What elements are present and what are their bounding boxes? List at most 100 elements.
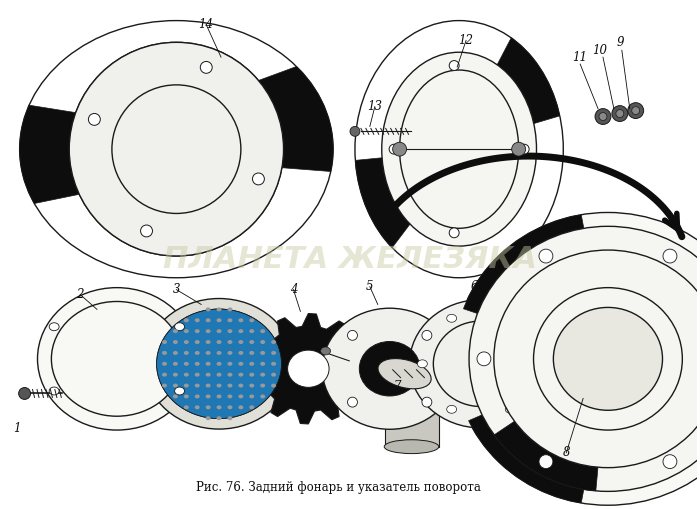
Ellipse shape — [494, 250, 700, 468]
Text: 3: 3 — [173, 283, 180, 296]
Ellipse shape — [162, 362, 167, 366]
Ellipse shape — [512, 142, 526, 156]
Ellipse shape — [378, 358, 431, 389]
Ellipse shape — [628, 103, 644, 119]
Ellipse shape — [184, 318, 189, 322]
Ellipse shape — [271, 373, 276, 377]
Ellipse shape — [157, 309, 281, 418]
Text: 2: 2 — [76, 288, 84, 301]
Ellipse shape — [141, 225, 153, 237]
Ellipse shape — [239, 394, 244, 399]
Ellipse shape — [184, 340, 189, 344]
Ellipse shape — [612, 106, 628, 122]
Ellipse shape — [174, 323, 185, 331]
Ellipse shape — [249, 340, 254, 344]
Ellipse shape — [249, 318, 254, 322]
Ellipse shape — [239, 318, 244, 322]
Ellipse shape — [249, 351, 254, 355]
Ellipse shape — [216, 351, 221, 355]
Ellipse shape — [195, 362, 200, 366]
Ellipse shape — [454, 212, 700, 505]
Ellipse shape — [195, 394, 200, 399]
Ellipse shape — [260, 351, 265, 355]
Ellipse shape — [206, 340, 211, 344]
Ellipse shape — [206, 351, 211, 355]
Ellipse shape — [216, 362, 221, 366]
Ellipse shape — [207, 353, 231, 374]
Ellipse shape — [449, 61, 459, 70]
Ellipse shape — [535, 360, 545, 367]
Polygon shape — [468, 409, 587, 503]
Ellipse shape — [195, 373, 200, 377]
Ellipse shape — [216, 384, 221, 387]
Ellipse shape — [206, 329, 211, 333]
Ellipse shape — [505, 315, 515, 322]
Ellipse shape — [69, 42, 284, 256]
Ellipse shape — [616, 109, 624, 118]
Ellipse shape — [239, 373, 244, 377]
Ellipse shape — [173, 351, 178, 355]
Ellipse shape — [228, 340, 232, 344]
Ellipse shape — [249, 362, 254, 366]
Text: 7: 7 — [394, 380, 401, 393]
Ellipse shape — [195, 329, 200, 333]
Ellipse shape — [112, 85, 241, 213]
Ellipse shape — [173, 329, 178, 333]
Polygon shape — [463, 215, 587, 318]
Ellipse shape — [554, 307, 662, 410]
Ellipse shape — [164, 316, 274, 412]
Ellipse shape — [239, 351, 244, 355]
Ellipse shape — [206, 416, 211, 420]
Ellipse shape — [382, 52, 536, 246]
Ellipse shape — [347, 330, 358, 341]
Ellipse shape — [162, 384, 167, 387]
Ellipse shape — [228, 307, 232, 312]
Ellipse shape — [195, 340, 200, 344]
Ellipse shape — [206, 318, 211, 322]
Ellipse shape — [184, 373, 189, 377]
Ellipse shape — [173, 373, 178, 377]
Ellipse shape — [162, 373, 167, 377]
Ellipse shape — [477, 352, 491, 366]
Ellipse shape — [195, 405, 200, 409]
Text: 8: 8 — [563, 446, 570, 459]
Ellipse shape — [384, 440, 439, 454]
Ellipse shape — [249, 394, 254, 399]
Ellipse shape — [249, 405, 254, 409]
Ellipse shape — [271, 384, 276, 387]
Ellipse shape — [355, 20, 564, 278]
Ellipse shape — [533, 288, 682, 430]
Text: 13: 13 — [368, 100, 382, 113]
Ellipse shape — [184, 351, 189, 355]
Ellipse shape — [228, 351, 232, 355]
Ellipse shape — [195, 318, 200, 322]
Ellipse shape — [176, 325, 262, 402]
Ellipse shape — [51, 301, 182, 416]
Ellipse shape — [184, 394, 189, 399]
Ellipse shape — [350, 126, 360, 136]
Ellipse shape — [216, 373, 221, 377]
Ellipse shape — [206, 307, 211, 312]
Ellipse shape — [173, 384, 178, 387]
Ellipse shape — [145, 298, 293, 429]
Ellipse shape — [663, 455, 677, 469]
Ellipse shape — [322, 308, 457, 429]
Ellipse shape — [410, 300, 552, 428]
Ellipse shape — [228, 318, 232, 322]
Ellipse shape — [599, 112, 607, 121]
Bar — [385, 409, 440, 447]
Ellipse shape — [539, 249, 553, 263]
Ellipse shape — [260, 340, 265, 344]
Polygon shape — [489, 38, 560, 129]
Ellipse shape — [447, 315, 456, 322]
Ellipse shape — [206, 405, 211, 409]
Polygon shape — [20, 105, 79, 204]
Ellipse shape — [271, 340, 276, 344]
Ellipse shape — [228, 405, 232, 409]
Ellipse shape — [505, 405, 515, 413]
Ellipse shape — [173, 340, 178, 344]
Ellipse shape — [49, 387, 59, 395]
Ellipse shape — [271, 351, 276, 355]
Ellipse shape — [162, 351, 167, 355]
Ellipse shape — [206, 384, 211, 387]
